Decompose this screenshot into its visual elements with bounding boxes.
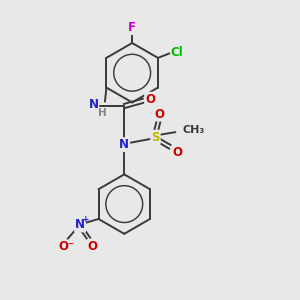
Text: N: N [75,218,85,231]
Text: Cl: Cl [171,46,184,59]
Text: N: N [119,138,129,151]
Text: N: N [88,98,99,111]
Text: S: S [151,131,160,144]
Text: F: F [128,21,136,34]
Text: O: O [154,107,164,121]
Text: +: + [82,215,90,224]
Text: CH₃: CH₃ [182,125,205,135]
Text: O: O [172,146,182,159]
Text: O⁻: O⁻ [58,240,75,254]
Text: H: H [98,108,107,118]
Text: O: O [88,240,98,253]
Text: O: O [145,93,155,106]
